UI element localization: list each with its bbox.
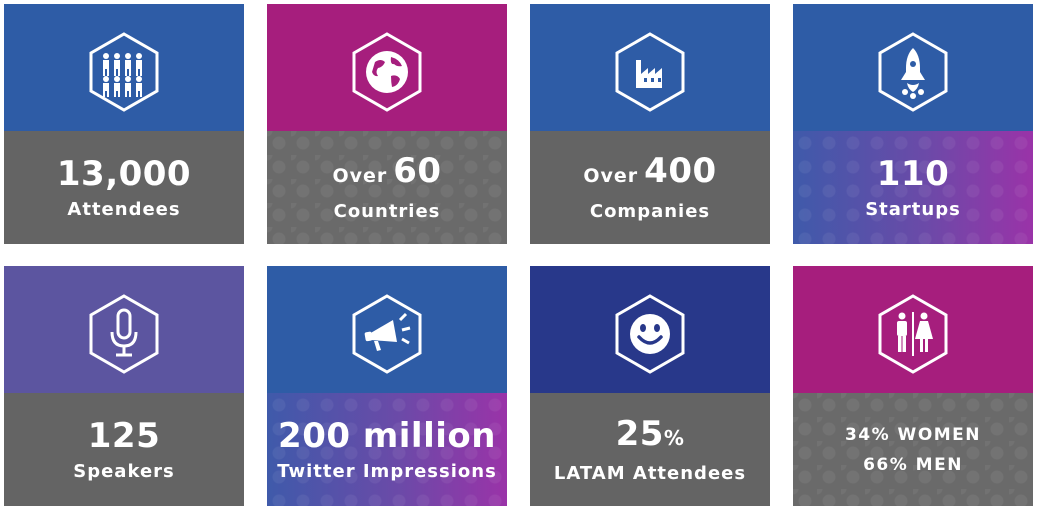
stat-label: Countries	[333, 201, 441, 222]
stat-tile-startups: 110 Startups	[793, 4, 1033, 244]
stat-number: 25	[615, 413, 664, 454]
stat-tile-attendees: 13,000 Attendees	[4, 4, 244, 244]
stat-tile-companies: Over 400 Companies	[530, 4, 770, 244]
people-group-icon	[84, 32, 164, 112]
stat-prefix: Over	[583, 165, 639, 187]
stat-number-row: Over 400	[583, 151, 716, 196]
stat-women: 34% WOMEN	[844, 424, 982, 445]
tile-icon-panel	[530, 4, 770, 131]
tile-stat-panel: 13,000 Attendees	[4, 131, 244, 244]
globe-icon	[347, 32, 427, 112]
stat-prefix: Over	[332, 165, 388, 187]
stat-tile-speakers: 125 Speakers	[4, 266, 244, 506]
stat-label: Startups	[865, 198, 961, 220]
stat-label: Twitter Impressions	[277, 460, 497, 482]
stat-number: 125	[87, 415, 161, 456]
stat-tile-latam-attendees: 25% LATAM Attendees	[530, 266, 770, 506]
tile-stat-panel: Over 400 Companies	[530, 131, 770, 244]
stat-label: Speakers	[73, 460, 175, 482]
tile-stat-panel: 125 Speakers	[4, 393, 244, 506]
factory-icon	[610, 32, 690, 112]
tile-icon-panel	[793, 4, 1033, 131]
stat-number: 13,000	[56, 153, 192, 194]
rocket-icon	[873, 32, 953, 112]
tile-stat-panel: 25% LATAM Attendees	[530, 393, 770, 506]
restroom-icon	[873, 294, 953, 374]
tile-icon-panel	[4, 266, 244, 393]
tile-icon-panel	[530, 266, 770, 393]
stat-number: 60	[393, 151, 442, 191]
tile-stat-panel: 110 Startups	[793, 131, 1033, 244]
stat-suffix: %	[663, 425, 685, 450]
tile-icon-panel	[267, 266, 507, 393]
stat-label: Attendees	[67, 198, 181, 220]
stat-number-row: Over 60	[332, 151, 441, 196]
microphone-icon	[84, 294, 164, 374]
stat-tile-twitter-impressions: 200 million Twitter Impressions	[267, 266, 507, 506]
stat-number: 400	[644, 151, 717, 191]
stat-label: Companies	[589, 201, 711, 222]
stat-men: 66% MEN	[863, 454, 963, 475]
stat-tile-gender-split: 34% WOMEN 66% MEN	[793, 266, 1033, 506]
smiley-icon	[610, 294, 690, 374]
stat-label: LATAM Attendees	[553, 462, 747, 484]
stat-number-row: 25%	[616, 414, 685, 458]
tile-icon-panel	[793, 266, 1033, 393]
stat-number: 200 million	[278, 415, 496, 456]
tile-stat-panel: 200 million Twitter Impressions	[267, 393, 507, 506]
tile-stat-panel: 34% WOMEN 66% MEN	[793, 393, 1033, 506]
megaphone-icon	[347, 294, 427, 374]
tile-icon-panel	[267, 4, 507, 131]
stat-number: 110	[876, 153, 950, 194]
tile-stat-panel: Over 60 Countries	[267, 131, 507, 244]
stat-tile-countries: Over 60 Countries	[267, 4, 507, 244]
tile-icon-panel	[4, 4, 244, 131]
